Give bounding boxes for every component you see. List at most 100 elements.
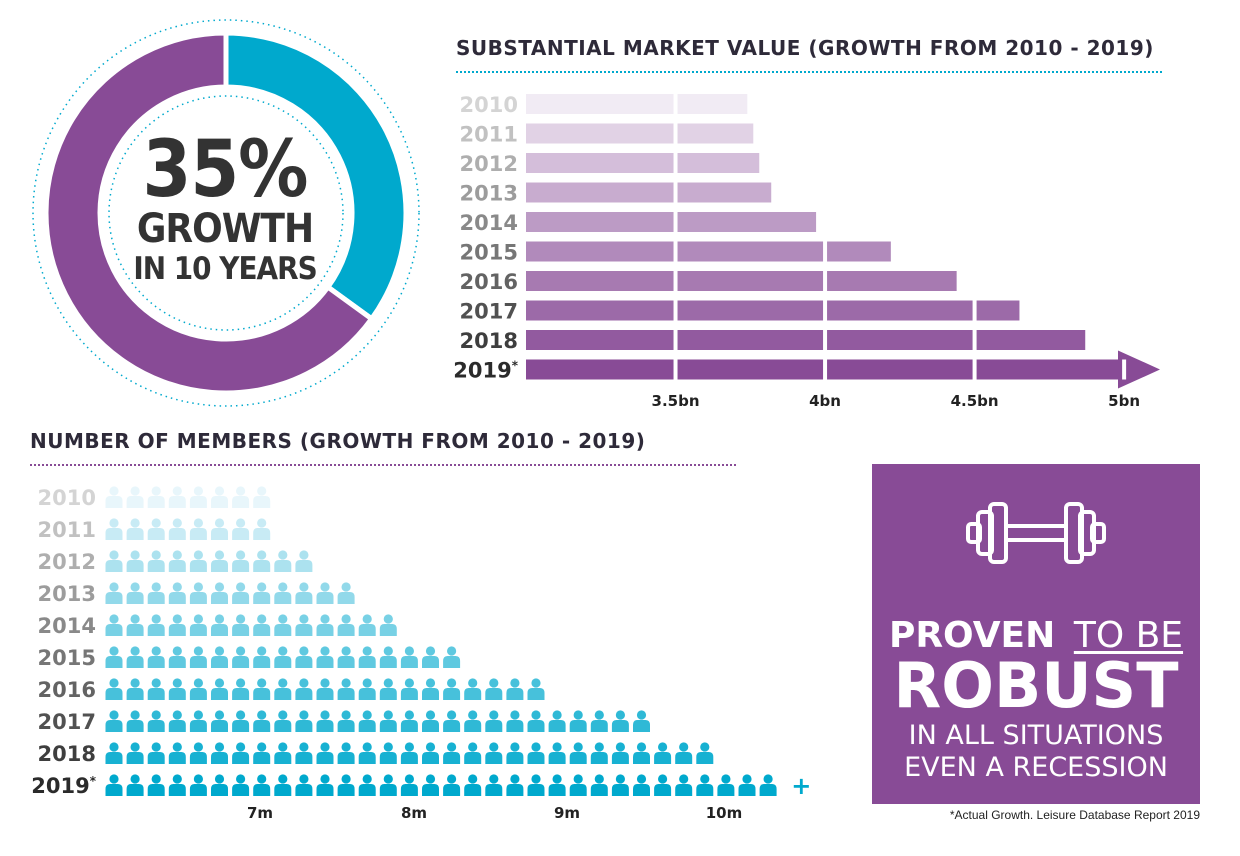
person-icon bbox=[253, 774, 271, 796]
person-icon bbox=[527, 710, 545, 732]
person-icon bbox=[211, 646, 228, 668]
members-row-7 bbox=[105, 710, 650, 732]
person-icon bbox=[189, 678, 207, 700]
person-icon bbox=[696, 774, 714, 796]
donut-slice-0 bbox=[223, 30, 409, 323]
market-xtick-3: 5bn bbox=[1108, 392, 1140, 410]
person-icon bbox=[232, 486, 250, 508]
headline-percent: 35% bbox=[142, 125, 309, 215]
person-icon bbox=[126, 678, 144, 700]
person-icon bbox=[379, 710, 397, 732]
person-icon bbox=[569, 774, 587, 796]
source-footnote: *Actual Growth. Leisure Database Report … bbox=[949, 808, 1200, 822]
person-icon bbox=[189, 614, 207, 636]
person-icon bbox=[147, 550, 165, 572]
promo-situations: IN ALL SITUATIONS bbox=[908, 720, 1164, 751]
person-icon bbox=[295, 678, 313, 700]
person-icon bbox=[105, 678, 123, 700]
person-icon bbox=[232, 774, 250, 796]
person-icon bbox=[211, 582, 228, 604]
members-row-2 bbox=[105, 550, 313, 572]
person-icon bbox=[189, 646, 207, 668]
market-bar-2 bbox=[526, 153, 760, 173]
person-icon bbox=[105, 518, 123, 540]
person-icon bbox=[295, 550, 313, 572]
person-icon bbox=[105, 486, 123, 508]
person-icon bbox=[105, 582, 123, 604]
person-icon bbox=[527, 742, 545, 764]
person-icon bbox=[548, 710, 566, 732]
person-icon bbox=[253, 518, 271, 540]
person-icon bbox=[168, 646, 186, 668]
dumbbell-icon bbox=[966, 502, 1106, 564]
headline-growth: GROWTH bbox=[136, 206, 314, 252]
person-icon bbox=[232, 742, 250, 764]
person-icon bbox=[189, 582, 207, 604]
person-icon bbox=[527, 774, 545, 796]
members-xtick-1: 8m bbox=[401, 804, 427, 822]
donut-outer-dotted-ring bbox=[32, 19, 420, 407]
donut-inner-dotted-ring bbox=[108, 95, 344, 331]
headline-years: IN 10 YEARS bbox=[133, 251, 317, 287]
members-xtick-2: 9m bbox=[554, 804, 580, 822]
person-icon bbox=[379, 678, 397, 700]
person-icon bbox=[400, 646, 418, 668]
person-icon bbox=[633, 774, 650, 796]
market-year-label-8: 2018 bbox=[460, 329, 518, 353]
person-icon bbox=[211, 550, 228, 572]
person-icon bbox=[126, 486, 144, 508]
person-icon bbox=[168, 550, 186, 572]
person-icon bbox=[253, 614, 271, 636]
person-icon bbox=[211, 614, 228, 636]
market-xtick-2: 4.5bn bbox=[951, 392, 999, 410]
person-icon bbox=[633, 742, 650, 764]
person-icon bbox=[189, 486, 207, 508]
person-icon bbox=[105, 550, 123, 572]
members-year-label-3: 2013 bbox=[38, 582, 96, 606]
person-icon bbox=[105, 646, 123, 668]
person-icon bbox=[316, 582, 334, 604]
person-icon bbox=[611, 774, 629, 796]
person-icon bbox=[464, 710, 482, 732]
market-year-label-0: 2010 bbox=[460, 93, 518, 117]
person-icon bbox=[379, 742, 397, 764]
promo-to-be: TO BE bbox=[1073, 615, 1184, 656]
person-icon bbox=[126, 646, 144, 668]
market-bar-6 bbox=[526, 271, 957, 291]
person-icon bbox=[126, 614, 144, 636]
person-icon bbox=[422, 710, 439, 732]
person-icon bbox=[527, 678, 545, 700]
person-icon bbox=[379, 646, 397, 668]
person-icon bbox=[295, 742, 313, 764]
person-icon bbox=[147, 646, 165, 668]
person-icon bbox=[611, 742, 629, 764]
person-icon bbox=[232, 710, 250, 732]
person-icon bbox=[696, 742, 714, 764]
person-icon bbox=[590, 710, 608, 732]
members-xtick-3: 10m bbox=[706, 804, 743, 822]
person-icon bbox=[422, 742, 439, 764]
market-bar-0 bbox=[526, 94, 748, 114]
person-icon bbox=[189, 518, 207, 540]
market-value-bar-chart: 2010 2011 2012 2013 2014 2015 2016 2017 2018 2019… bbox=[453, 93, 1160, 410]
person-icon bbox=[738, 774, 756, 796]
person-icon bbox=[548, 742, 566, 764]
person-icon bbox=[168, 582, 186, 604]
person-icon bbox=[211, 518, 228, 540]
members-year-label-4: 2014 bbox=[38, 614, 96, 638]
person-icon bbox=[337, 614, 355, 636]
person-icon bbox=[400, 710, 418, 732]
robust-promo-box: PROVEN TO BE ROBUST IN ALL SITUATIONS EV… bbox=[872, 464, 1200, 804]
market-year-label-1: 2011 bbox=[460, 123, 518, 147]
person-icon bbox=[274, 550, 292, 572]
person-icon bbox=[126, 774, 144, 796]
person-icon bbox=[295, 614, 313, 636]
person-icon bbox=[400, 742, 418, 764]
person-icon bbox=[232, 646, 250, 668]
person-icon bbox=[443, 710, 461, 732]
person-icon bbox=[211, 774, 228, 796]
person-icon bbox=[675, 742, 693, 764]
person-icon bbox=[189, 710, 207, 732]
person-icon bbox=[400, 774, 418, 796]
person-icon bbox=[358, 678, 376, 700]
